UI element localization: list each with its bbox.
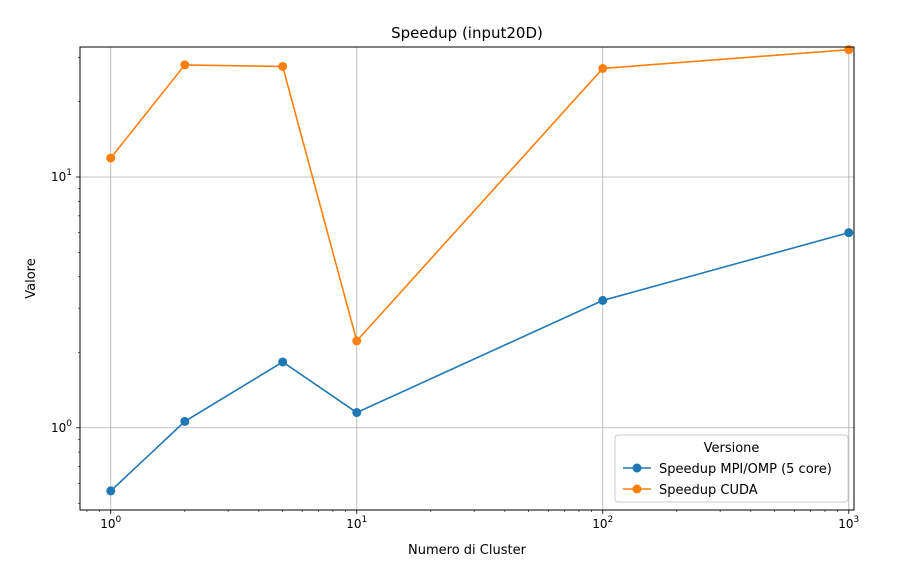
- chart-title: Speedup (input20D): [391, 24, 543, 42]
- x-tick-label: 100: [100, 515, 121, 531]
- data-point: [180, 416, 190, 426]
- y-tick-label: 100: [51, 419, 72, 435]
- data-point: [844, 228, 854, 238]
- data-point: [106, 153, 116, 163]
- y-tick-label: 101: [51, 168, 72, 184]
- series-1: [106, 45, 854, 346]
- data-point: [278, 357, 288, 367]
- y-axis-title: Valore: [24, 258, 39, 298]
- data-point: [598, 63, 608, 73]
- grid: [80, 47, 854, 510]
- series-line: [110, 48, 849, 343]
- data-point: [278, 61, 288, 71]
- series-line: [110, 231, 850, 492]
- legend-label: Speedup CUDA: [659, 483, 758, 498]
- legend-swatch-marker: [632, 484, 642, 494]
- legend-label: Speedup MPI/OMP (5 core): [659, 462, 832, 477]
- series-0: [106, 228, 854, 496]
- legend: Versione Speedup MPI/OMP (5 core) Speedup…: [614, 434, 849, 503]
- data-point: [180, 60, 190, 70]
- data-point: [352, 336, 362, 346]
- x-tick-label: 101: [346, 515, 367, 531]
- legend-title: Versione: [704, 441, 760, 456]
- x-tick-label: 103: [838, 515, 859, 531]
- data-point: [598, 295, 608, 305]
- plot-frame: [79, 46, 855, 511]
- legend-item: Speedup CUDA: [623, 483, 758, 498]
- x-tick-label: 102: [592, 515, 613, 531]
- major-ticks: 100 101 102 103 100 101: [51, 168, 859, 531]
- legend-item: Speedup MPI/OMP (5 core): [623, 462, 832, 477]
- legend-box: [614, 434, 849, 503]
- data-point: [352, 408, 362, 418]
- data-point: [106, 486, 116, 496]
- series-layer: [106, 45, 854, 496]
- legend-swatch-marker: [632, 463, 642, 473]
- x-axis-title: Numero di Cluster: [408, 543, 527, 558]
